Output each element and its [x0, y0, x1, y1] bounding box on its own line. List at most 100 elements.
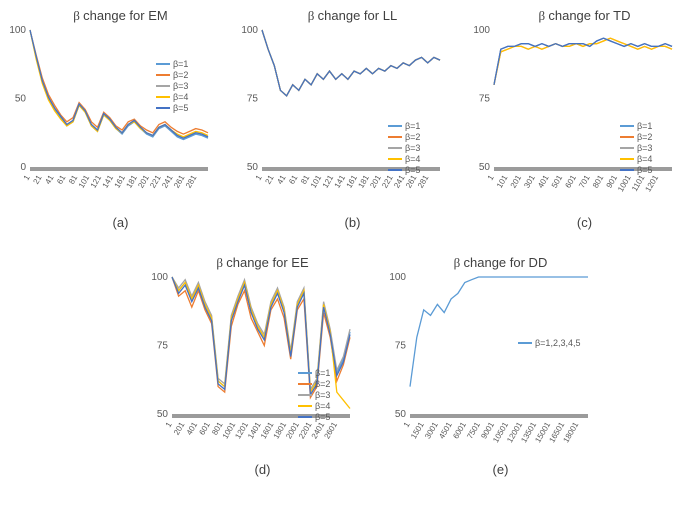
svg-text:201: 201 — [509, 173, 524, 190]
svg-text:2601: 2601 — [322, 420, 339, 440]
series-2 — [494, 38, 672, 85]
svg-text:201: 201 — [368, 173, 383, 190]
svg-text:β=2: β=2 — [315, 379, 330, 389]
svg-text:1: 1 — [22, 173, 32, 182]
svg-text:100: 100 — [389, 273, 406, 283]
svg-text:41: 41 — [275, 173, 288, 186]
svg-text:281: 281 — [184, 173, 199, 190]
svg-text:50: 50 — [157, 409, 169, 420]
chart-svg: 5075100121416181101121141161181201221241… — [240, 26, 445, 201]
svg-text:1: 1 — [254, 173, 264, 182]
svg-text:75: 75 — [247, 94, 259, 105]
y-ticks: 5075100 — [389, 273, 406, 420]
chart-svg: 5075100110120130140150160170180190110011… — [472, 26, 677, 201]
beta-symbol: β — [538, 8, 548, 23]
series-4 — [262, 30, 440, 96]
beta-symbol: β — [308, 8, 318, 23]
x-axis-band — [30, 167, 208, 171]
panel-a: β change for EM0501001214161811011211411… — [8, 8, 233, 230]
svg-text:β=3: β=3 — [315, 390, 330, 400]
x-axis-band — [410, 414, 588, 418]
svg-text:261: 261 — [404, 173, 419, 190]
svg-text:221: 221 — [380, 173, 395, 190]
panel-c: β change for TD5075100110120130140150160… — [472, 8, 697, 230]
panel-e: β change for DD5075100115013001450160017… — [388, 255, 613, 477]
svg-text:401: 401 — [185, 420, 200, 437]
svg-text:β=1,2,3,4,5: β=1,2,3,4,5 — [535, 338, 580, 348]
svg-text:1501: 1501 — [409, 420, 426, 440]
svg-text:β=5: β=5 — [637, 165, 652, 175]
svg-text:β=3: β=3 — [405, 143, 420, 153]
x-ticks: 1201401601801100112011401160118012001220… — [164, 420, 340, 440]
svg-text:161: 161 — [345, 173, 360, 190]
series-1 — [262, 30, 440, 96]
svg-text:1001: 1001 — [616, 173, 633, 193]
svg-text:1: 1 — [486, 173, 496, 182]
chart-svg: 5075100115013001450160017501900110501120… — [388, 273, 593, 448]
sub-caption: (a) — [8, 215, 233, 230]
sub-caption: (c) — [472, 215, 697, 230]
svg-text:β=3: β=3 — [173, 81, 188, 91]
svg-text:161: 161 — [113, 173, 128, 190]
svg-text:121: 121 — [89, 173, 104, 190]
svg-text:601: 601 — [197, 420, 212, 437]
svg-text:0: 0 — [20, 162, 26, 173]
legend: β=1β=2β=3β=4β=5 — [388, 121, 420, 175]
svg-text:101: 101 — [309, 173, 324, 190]
panel-d: β change for EE5075100120140160180110011… — [150, 255, 375, 477]
svg-text:4501: 4501 — [437, 420, 454, 440]
svg-text:50: 50 — [15, 94, 27, 105]
svg-text:β=4: β=4 — [405, 154, 420, 164]
title-text: change for EM — [83, 8, 168, 23]
svg-text:β=1: β=1 — [405, 121, 420, 131]
svg-text:41: 41 — [43, 173, 56, 186]
svg-text:75: 75 — [157, 341, 169, 352]
sub-caption: (b) — [240, 215, 465, 230]
svg-text:100: 100 — [473, 26, 490, 36]
svg-text:1201: 1201 — [643, 173, 660, 193]
svg-text:601: 601 — [563, 173, 578, 190]
svg-text:β=4: β=4 — [637, 154, 652, 164]
svg-text:1: 1 — [402, 420, 412, 429]
svg-text:100: 100 — [241, 26, 258, 36]
svg-text:3001: 3001 — [423, 420, 440, 440]
series-5 — [494, 38, 672, 85]
series-5 — [262, 30, 440, 96]
svg-text:281: 281 — [416, 173, 431, 190]
svg-text:21: 21 — [263, 173, 276, 186]
svg-text:61: 61 — [287, 173, 300, 186]
svg-text:181: 181 — [124, 173, 139, 190]
svg-text:β=4: β=4 — [315, 401, 330, 411]
svg-text:β=2: β=2 — [405, 132, 420, 142]
series-2 — [262, 30, 440, 96]
sub-caption: (d) — [150, 462, 375, 477]
legend: β=1β=2β=3β=4β=5 — [298, 368, 330, 422]
svg-text:1: 1 — [164, 420, 174, 429]
legend: β=1,2,3,4,5 — [518, 338, 580, 348]
chart-title: β change for TD — [472, 8, 697, 24]
title-text: change for LL — [318, 8, 398, 23]
svg-text:β=2: β=2 — [637, 132, 652, 142]
svg-text:β=4: β=4 — [173, 92, 188, 102]
svg-text:β=5: β=5 — [173, 103, 188, 113]
svg-text:701: 701 — [577, 173, 592, 190]
svg-text:121: 121 — [321, 173, 336, 190]
svg-text:β=3: β=3 — [637, 143, 652, 153]
svg-text:61: 61 — [55, 173, 68, 186]
svg-text:β=2: β=2 — [173, 70, 188, 80]
svg-text:261: 261 — [172, 173, 187, 190]
chart-title: β change for EM — [8, 8, 233, 24]
svg-text:β=1: β=1 — [637, 121, 652, 131]
chart-svg: 5075100120140160180110011201140116011801… — [150, 273, 355, 448]
chart-title: β change for EE — [150, 255, 375, 271]
chart-svg: 0501001214161811011211411611812012212412… — [8, 26, 213, 201]
svg-text:101: 101 — [77, 173, 92, 190]
svg-text:201: 201 — [136, 173, 151, 190]
y-ticks: 5075100 — [473, 26, 490, 173]
legend: β=1β=2β=3β=4β=5 — [620, 121, 652, 175]
x-ticks: 121416181101121141161181201221241261281 — [22, 173, 199, 190]
chart-title: β change for DD — [388, 255, 613, 271]
beta-symbol: β — [454, 255, 464, 270]
svg-text:50: 50 — [247, 162, 259, 173]
svg-text:221: 221 — [148, 173, 163, 190]
